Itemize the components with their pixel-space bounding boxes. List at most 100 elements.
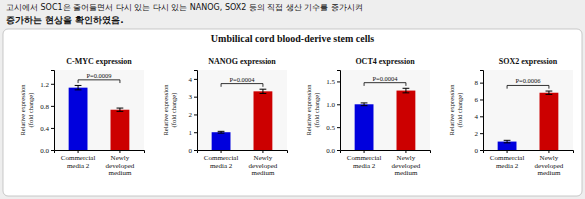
tick-mark [221,150,222,153]
plot-background [483,70,573,150]
tick: 0 [475,147,484,155]
axis-line [341,151,431,154]
error-bar [218,131,225,133]
error-bar [504,140,511,143]
tick: 2 [189,111,198,119]
tick: 6 [475,96,484,104]
plot-background [54,70,144,150]
marks [355,88,416,150]
error-bar-cap [218,131,225,132]
tick-label: 4 [189,76,193,84]
marks [69,85,130,150]
tick-mark [337,150,340,151]
tick-label: 6 [475,96,479,104]
tick-label: 0 [475,147,479,155]
significance-bracket [221,84,263,87]
tick-label: 0.0 [40,147,49,155]
tick-mark [548,150,549,153]
tick-mark [405,150,406,153]
error-bar-cap [361,102,368,103]
bar [254,91,273,150]
p-value: P=0.0004 [372,75,398,82]
bar [69,88,88,150]
bar [111,110,130,150]
error-bar-cap [218,133,225,134]
tick-mark [337,127,340,128]
tick: Commercialmedia 2 [347,150,382,170]
panel: 0.00.40.81.2Commercialmedia 2Newlydevelo… [19,57,144,177]
error-bar-cap [260,93,267,94]
axis-line [55,151,145,154]
error-bar-cap [75,89,82,90]
tick-label: Newlydevelopedmedium [392,154,421,177]
p-value: P=0.0009 [86,72,111,79]
tick: 0.0 [40,147,54,155]
tick-mark [480,133,483,134]
tick: 8 [475,79,484,87]
bar [498,142,517,150]
error-bar-cap [504,142,511,143]
tick: 3 [189,93,198,101]
tick-mark [337,104,340,105]
figure: 고시에서 SOC1은 줄어들면서 다시 있는 다시 있는 NANOG, SOX2… [0,0,585,199]
tick: 0.8 [40,103,54,111]
significance-bracket [78,80,120,83]
p-value: P=0.0004 [229,76,255,83]
error-bar [117,108,124,111]
error-bar-cap [117,111,124,112]
tick-label: 1.0 [326,101,335,109]
tick-mark [337,81,340,82]
panel: 0.0 0.5 1.0 1.5 Commercialmedia 2 Newlydevelo… [305,57,430,177]
tick: 1.5 [326,78,340,86]
x-axis: Commercialmedia 2Newlydevelopedmedium [198,150,288,177]
error-bar-stem [548,91,549,94]
error-bar-stem [405,88,406,93]
tick-mark [364,150,365,153]
error-bar-stem [78,85,79,89]
tick: 1.2 [40,81,54,89]
tick-mark [119,150,120,153]
y-axis: 0 2 4 6 8 [475,71,484,155]
tick: 4 [475,113,484,121]
tick: Newlydevelopedmedium [106,150,135,177]
tick: 0.0 [326,147,340,155]
tick-label: 2 [475,130,479,138]
tick-mark [194,132,197,133]
p-value: P=0.0006 [515,77,541,84]
tick-label: 4 [475,113,479,121]
tick-label: 0.0 [326,147,335,155]
bar [355,104,374,150]
x-axis: Commercialmedia 2Newlydevelopedmedium [484,150,574,177]
error-bar-cap [361,105,368,106]
tick: Newlydevelopedmedium [392,150,421,177]
error-bar-cap [260,89,267,90]
y-axis-title: Relative expression(fold change) [19,84,35,136]
error-bar [546,91,553,94]
chart-box [3,29,582,196]
error-bar-cap [504,140,511,141]
tick-mark [51,84,54,85]
plot-background [340,70,430,150]
plot-background [197,70,287,150]
tick-label: Newlydevelopedmedium [106,154,135,177]
tick-label: 0.5 [326,124,335,132]
tick-label: 1.2 [40,81,49,89]
subplot-title: C-MYC expression [66,57,132,66]
tick-label: Commercialmedia 2 [490,154,525,170]
error-bar-cap [117,108,124,109]
panel: 01234Commercialmedia 2Newlydevelopedmedi… [162,57,287,177]
tick-label: 0.4 [40,125,49,133]
tick-mark [51,150,54,151]
error-bar-cap [75,85,82,86]
tick-mark [51,128,54,129]
tick-mark [78,150,79,153]
axis-line [480,71,484,151]
tick-label: Newlydevelopedmedium [249,154,278,177]
tick-mark [262,150,263,153]
error-bar-cap [403,92,410,93]
y-axis: 0.0 0.5 1.0 1.5 [326,71,340,155]
tick-label: 0.8 [40,103,49,111]
error-bar [75,85,82,89]
axis-line [194,71,198,151]
bar [397,91,416,150]
